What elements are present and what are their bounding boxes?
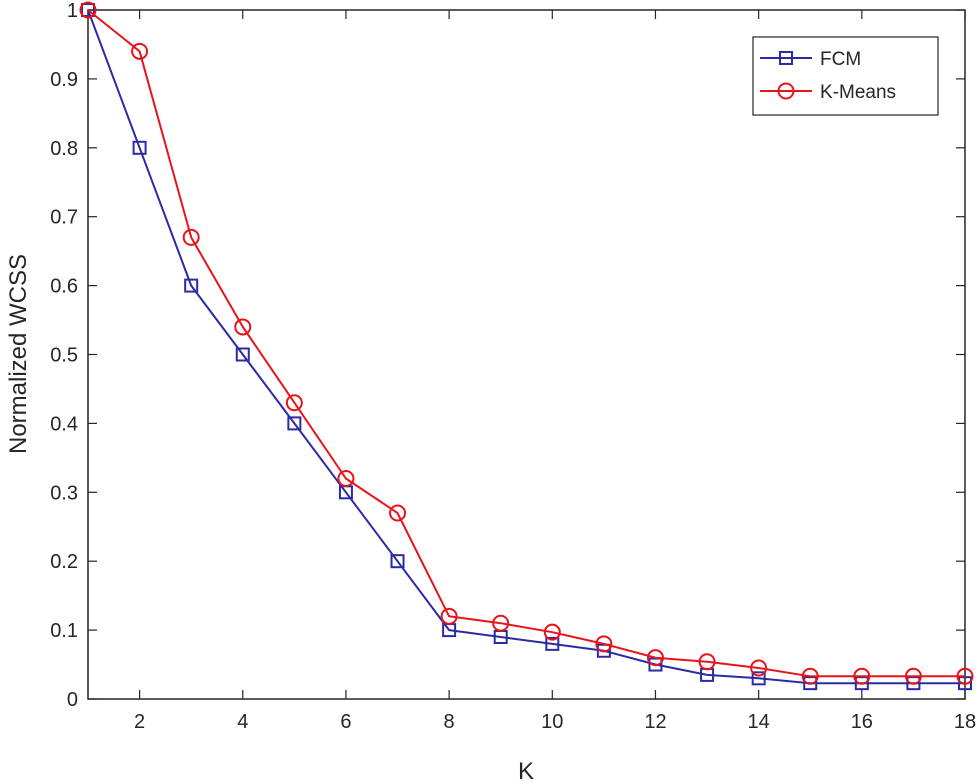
point-k-means — [440, 607, 458, 625]
point-fcm — [132, 140, 147, 155]
point-k-means — [543, 623, 561, 641]
y-tick-label: 0.4 — [50, 413, 78, 435]
point-k-means — [904, 667, 922, 685]
y-tick-label: 0 — [67, 689, 78, 711]
legend-marker-kmeans — [777, 82, 795, 100]
point-k-means — [337, 470, 355, 488]
x-tick-label: 6 — [340, 711, 351, 733]
series-line-k-means — [87, 9, 965, 678]
series-line-fcm — [87, 9, 965, 685]
point-fcm — [235, 347, 250, 362]
legend-label-fcm: FCM — [820, 49, 861, 70]
y-tick-label: 0.7 — [50, 207, 78, 229]
y-tick-label: 0.1 — [50, 620, 78, 642]
y-tick-label: 0.8 — [50, 138, 78, 160]
x-tick-label: 14 — [748, 711, 770, 733]
x-tick-label: 18 — [954, 711, 976, 733]
point-k-means — [853, 667, 871, 685]
point-fcm — [287, 416, 302, 431]
y-tick-label: 0.9 — [50, 69, 78, 91]
y-axis-label: Normalized WCSS — [5, 254, 32, 454]
point-fcm — [184, 278, 199, 293]
legend: FCM K-Means — [752, 36, 939, 116]
y-tick-label: 0.5 — [50, 345, 78, 367]
y-tick-label: 0.6 — [50, 276, 78, 298]
legend-marker-fcm — [779, 51, 793, 65]
point-fcm — [390, 554, 405, 569]
y-tick-label: 1 — [67, 0, 78, 22]
plot-area — [87, 9, 966, 700]
point-k-means — [182, 228, 200, 246]
series-layer — [79, 1, 974, 691]
x-tick-label: 2 — [134, 711, 145, 733]
x-tick-label: 10 — [541, 711, 563, 733]
point-k-means — [595, 635, 613, 653]
legend-box — [752, 36, 939, 116]
point-k-means — [698, 653, 716, 671]
y-tick-label: 0.3 — [50, 482, 78, 504]
x-tick-label: 12 — [644, 711, 666, 733]
point-k-means — [234, 318, 252, 336]
point-k-means — [956, 667, 974, 685]
point-k-means — [285, 394, 303, 412]
y-axis-ticks: 0 0.1 0.2 0.3 0.4 0.5 0.6 0.7 0.8 0.9 1 — [50, 0, 965, 711]
point-fcm — [751, 671, 766, 686]
y-tick-label: 0.2 — [50, 551, 78, 573]
point-k-means — [79, 1, 97, 19]
point-k-means — [750, 659, 768, 677]
x-tick-label: 16 — [851, 711, 873, 733]
x-axis-ticks: 2 4 6 8 10 12 14 16 18 — [134, 10, 976, 733]
point-k-means — [492, 614, 510, 632]
x-tick-label: 4 — [237, 711, 248, 733]
x-axis-label: K — [518, 758, 534, 784]
point-k-means — [646, 649, 664, 667]
point-k-means — [801, 667, 819, 685]
x-tick-label: 8 — [444, 711, 455, 733]
point-fcm — [81, 3, 95, 17]
legend-label-kmeans: K-Means — [820, 82, 896, 103]
point-fcm — [545, 636, 560, 651]
point-k-means — [389, 504, 407, 522]
point-k-means — [131, 42, 149, 60]
